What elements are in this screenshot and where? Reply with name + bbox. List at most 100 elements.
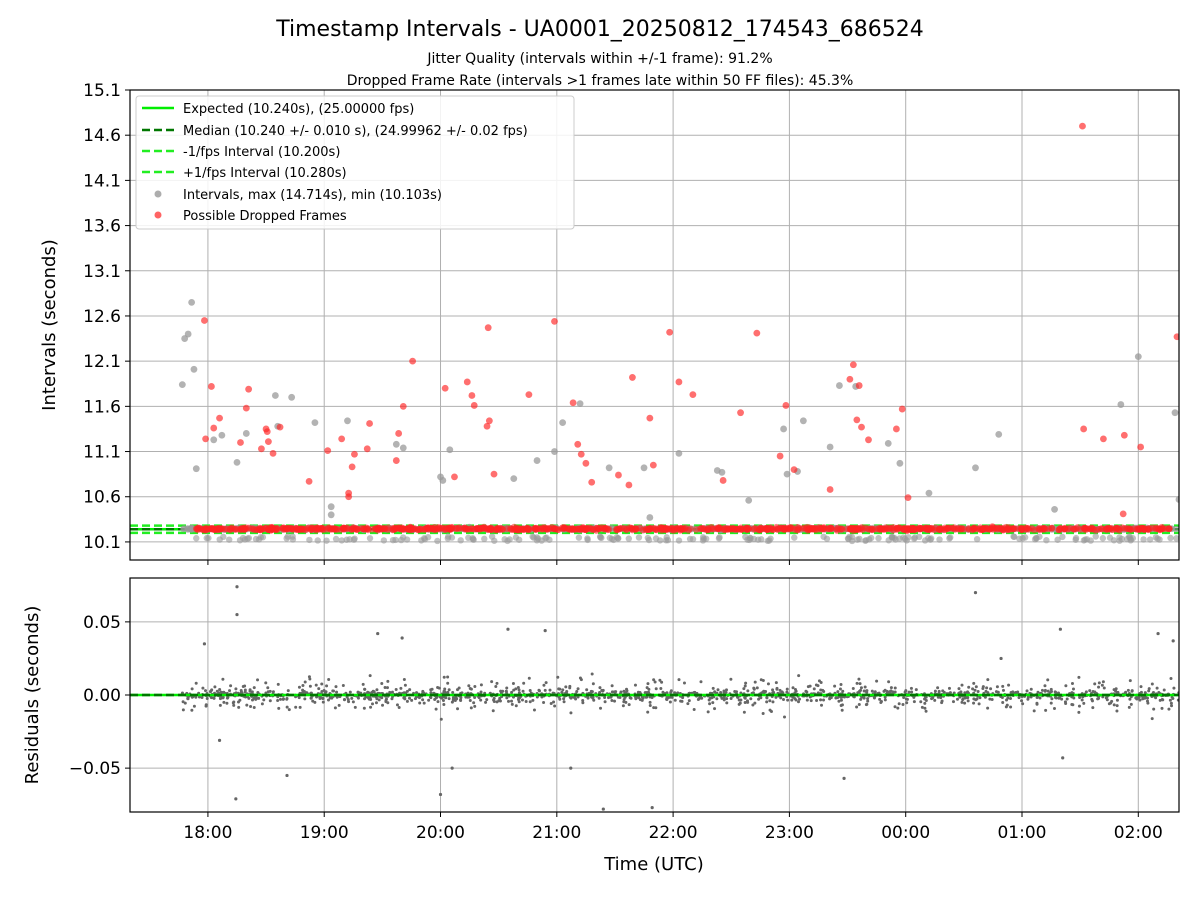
residual-point <box>768 699 772 703</box>
interval-point <box>867 534 875 542</box>
interval-point <box>470 536 477 543</box>
residual-point <box>375 688 379 692</box>
dropped-frame-point <box>968 526 976 534</box>
interval-point <box>515 536 523 543</box>
interval-point <box>457 537 464 544</box>
dropped-frame-point <box>753 329 761 337</box>
residual-point <box>715 697 719 701</box>
residual-point <box>303 680 307 684</box>
residual-point <box>1021 702 1025 706</box>
residual-point <box>434 707 438 711</box>
residual-point <box>666 696 670 700</box>
legend-item-expected: Expected (10.240s), (25.00000 fps) <box>142 102 414 117</box>
residual-point <box>581 701 585 705</box>
residual-point <box>766 682 770 686</box>
residual-point <box>510 690 514 694</box>
interval-point <box>1099 535 1107 542</box>
residual-point <box>407 696 411 700</box>
residual-point <box>819 698 823 702</box>
dropped-frame-point <box>1112 525 1120 533</box>
residual-point <box>186 695 190 699</box>
residual-point <box>313 700 317 704</box>
interval-point <box>439 477 447 484</box>
residual-point <box>414 695 418 699</box>
residual-point <box>692 707 696 711</box>
interval-point <box>605 464 613 472</box>
interval-point <box>884 440 892 447</box>
residual-point <box>837 699 841 703</box>
residual-point <box>1057 696 1061 700</box>
residual-point <box>234 687 238 691</box>
dropped-frame-point <box>536 525 544 533</box>
residual-point <box>990 698 994 702</box>
residuals-panel: 0.05 0.00 −0.05 18:00 19:00 20:00 21:00 22:00 2… <box>22 577 1180 875</box>
residual-point <box>622 689 626 693</box>
residual-point <box>331 689 335 693</box>
residual-point <box>1126 688 1130 692</box>
residual-point <box>819 688 823 692</box>
residual-point <box>315 695 319 699</box>
chart-subtitle-dropped: Dropped Frame Rate (intervals >1 frames … <box>347 73 854 89</box>
residual-point <box>805 698 809 702</box>
residual-point <box>722 697 726 701</box>
intervals-y-tick-label: 11.6 <box>83 397 121 417</box>
residual-point <box>469 706 473 710</box>
dropped-frame-point <box>551 317 558 325</box>
residual-point <box>753 680 757 684</box>
dropped-frame-point <box>855 525 863 533</box>
interval-point <box>491 537 498 544</box>
dropped-frame-point <box>1130 525 1138 533</box>
residual-point <box>266 690 270 694</box>
residual-point <box>866 699 870 703</box>
residual-point <box>1128 679 1132 683</box>
interval-point <box>826 443 834 451</box>
residual-point <box>517 688 521 692</box>
residual-point <box>1171 639 1175 643</box>
dropped-frame-point <box>689 391 697 398</box>
residual-point <box>1107 702 1111 706</box>
residual-point <box>725 688 729 692</box>
interval-point <box>820 533 827 540</box>
residual-point <box>572 695 576 699</box>
residual-point <box>1011 690 1015 694</box>
dropped-frame-point <box>1080 425 1088 433</box>
residual-point <box>1147 689 1151 693</box>
dropped-frame-point <box>272 525 280 532</box>
residual-point <box>468 686 472 690</box>
dropped-frame-point <box>363 445 371 453</box>
residual-point <box>603 700 607 704</box>
interval-point <box>551 448 558 455</box>
residual-point <box>654 687 658 691</box>
residual-point <box>232 703 236 707</box>
dropped-frame-point <box>756 526 764 534</box>
residual-point <box>442 703 446 707</box>
residual-point <box>977 702 981 706</box>
residual-point <box>254 695 258 699</box>
residual-point <box>963 695 967 699</box>
legend-item-plus-fps: +1/fps Interval (10.280s) <box>142 166 347 181</box>
residual-point <box>633 683 637 687</box>
residual-point <box>1032 709 1036 713</box>
dropped-frame-point <box>855 382 863 389</box>
interval-point <box>925 489 933 497</box>
dropped-frame-point <box>309 524 317 532</box>
dropped-frame-point <box>1070 525 1077 533</box>
residual-point <box>875 679 879 683</box>
interval-point <box>203 534 210 542</box>
interval-point <box>1043 537 1050 544</box>
dropped-frame-point <box>776 452 784 460</box>
residual-point <box>405 699 409 703</box>
dropped-frame-point <box>625 481 633 489</box>
legend-label-plus-fps: +1/fps Interval (10.280s) <box>183 166 347 181</box>
residual-point <box>510 702 514 706</box>
dropped-frame-point <box>216 414 223 422</box>
residual-point <box>256 691 260 695</box>
residual-point <box>237 705 241 709</box>
residual-point <box>1005 703 1009 707</box>
residual-point <box>390 690 394 694</box>
residual-point <box>859 686 863 690</box>
chart-subtitle-jitter: Jitter Quality (intervals within +/-1 fr… <box>426 51 772 67</box>
residual-point <box>1077 710 1081 714</box>
residual-point <box>1036 690 1040 694</box>
residual-point <box>1070 681 1074 685</box>
